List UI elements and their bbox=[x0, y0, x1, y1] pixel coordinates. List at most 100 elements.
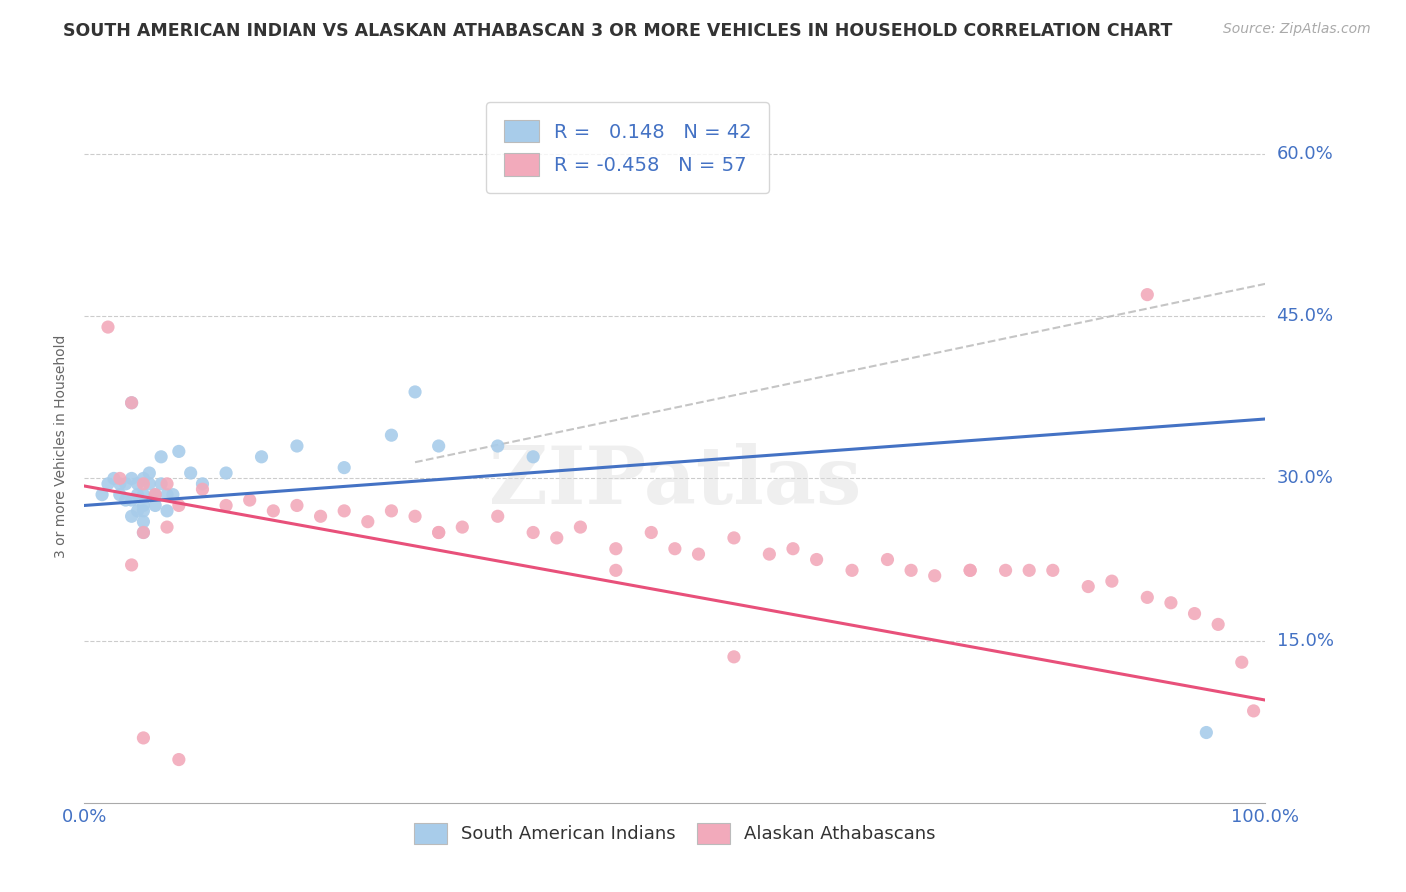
Y-axis label: 3 or more Vehicles in Household: 3 or more Vehicles in Household bbox=[55, 334, 69, 558]
Point bbox=[127, 476, 149, 491]
Point bbox=[138, 476, 160, 491]
Point bbox=[605, 563, 627, 577]
Point bbox=[121, 558, 143, 572]
Point bbox=[640, 525, 662, 540]
Point bbox=[994, 563, 1017, 577]
Point bbox=[924, 568, 946, 582]
Point bbox=[1243, 704, 1265, 718]
Text: SOUTH AMERICAN INDIAN VS ALASKAN ATHABASCAN 3 OR MORE VEHICLES IN HOUSEHOLD CORR: SOUTH AMERICAN INDIAN VS ALASKAN ATHABAS… bbox=[63, 22, 1173, 40]
Point bbox=[380, 504, 402, 518]
Point bbox=[1206, 617, 1229, 632]
Point bbox=[569, 520, 592, 534]
Point bbox=[285, 439, 308, 453]
Point bbox=[1160, 596, 1182, 610]
Point bbox=[132, 525, 155, 540]
Point bbox=[900, 563, 922, 577]
Point bbox=[132, 488, 155, 502]
Point bbox=[427, 525, 450, 540]
Point bbox=[1018, 563, 1040, 577]
Point bbox=[522, 525, 544, 540]
Point bbox=[132, 525, 155, 540]
Point bbox=[121, 396, 143, 410]
Point bbox=[333, 460, 356, 475]
Point bbox=[806, 552, 828, 566]
Point bbox=[404, 509, 426, 524]
Point bbox=[546, 531, 568, 545]
Point bbox=[91, 488, 114, 502]
Point bbox=[1195, 725, 1218, 739]
Point bbox=[451, 520, 474, 534]
Text: 60.0%: 60.0% bbox=[1277, 145, 1333, 163]
Point bbox=[156, 476, 179, 491]
Point bbox=[97, 320, 120, 334]
Point bbox=[357, 515, 380, 529]
Point bbox=[103, 471, 125, 485]
Point bbox=[876, 552, 898, 566]
Point bbox=[1230, 655, 1253, 669]
Point bbox=[380, 428, 402, 442]
Point bbox=[959, 563, 981, 577]
Point bbox=[1184, 607, 1206, 621]
Point bbox=[688, 547, 710, 561]
Point bbox=[215, 499, 238, 513]
Point bbox=[167, 499, 190, 513]
Point bbox=[427, 525, 450, 540]
Point bbox=[1136, 287, 1159, 301]
Text: 30.0%: 30.0% bbox=[1277, 469, 1333, 487]
Point bbox=[121, 509, 143, 524]
Point bbox=[782, 541, 804, 556]
Text: 45.0%: 45.0% bbox=[1277, 307, 1334, 326]
Point bbox=[262, 504, 284, 518]
Point bbox=[108, 488, 131, 502]
Point bbox=[143, 499, 166, 513]
Text: ZIPatlas: ZIPatlas bbox=[489, 442, 860, 521]
Point bbox=[156, 488, 179, 502]
Point bbox=[215, 466, 238, 480]
Point bbox=[841, 563, 863, 577]
Point bbox=[132, 471, 155, 485]
Text: 15.0%: 15.0% bbox=[1277, 632, 1333, 649]
Point bbox=[97, 476, 120, 491]
Point bbox=[250, 450, 273, 464]
Point bbox=[758, 547, 780, 561]
Point bbox=[156, 504, 179, 518]
Point bbox=[309, 509, 332, 524]
Point bbox=[1101, 574, 1123, 589]
Point bbox=[333, 504, 356, 518]
Point bbox=[121, 493, 143, 508]
Point bbox=[486, 439, 509, 453]
Point bbox=[1136, 591, 1159, 605]
Point bbox=[522, 450, 544, 464]
Point bbox=[143, 488, 166, 502]
Point bbox=[156, 520, 179, 534]
Point bbox=[108, 476, 131, 491]
Point bbox=[167, 753, 190, 767]
Point bbox=[723, 649, 745, 664]
Point bbox=[143, 488, 166, 502]
Point bbox=[127, 504, 149, 518]
Point bbox=[150, 476, 173, 491]
Point bbox=[191, 476, 214, 491]
Point bbox=[150, 450, 173, 464]
Point bbox=[486, 509, 509, 524]
Point bbox=[404, 384, 426, 399]
Point bbox=[180, 466, 202, 480]
Point bbox=[114, 476, 136, 491]
Point bbox=[132, 476, 155, 491]
Point bbox=[1077, 580, 1099, 594]
Point bbox=[114, 493, 136, 508]
Point bbox=[127, 488, 149, 502]
Point bbox=[285, 499, 308, 513]
Point bbox=[121, 396, 143, 410]
Point bbox=[132, 499, 155, 513]
Point bbox=[239, 493, 262, 508]
Point bbox=[108, 471, 131, 485]
Point bbox=[191, 482, 214, 496]
Point bbox=[605, 541, 627, 556]
Point bbox=[427, 439, 450, 453]
Legend: South American Indians, Alaskan Athabascans: South American Indians, Alaskan Athabasc… bbox=[399, 808, 950, 858]
Point bbox=[959, 563, 981, 577]
Point bbox=[132, 515, 155, 529]
Point bbox=[664, 541, 686, 556]
Point bbox=[723, 531, 745, 545]
